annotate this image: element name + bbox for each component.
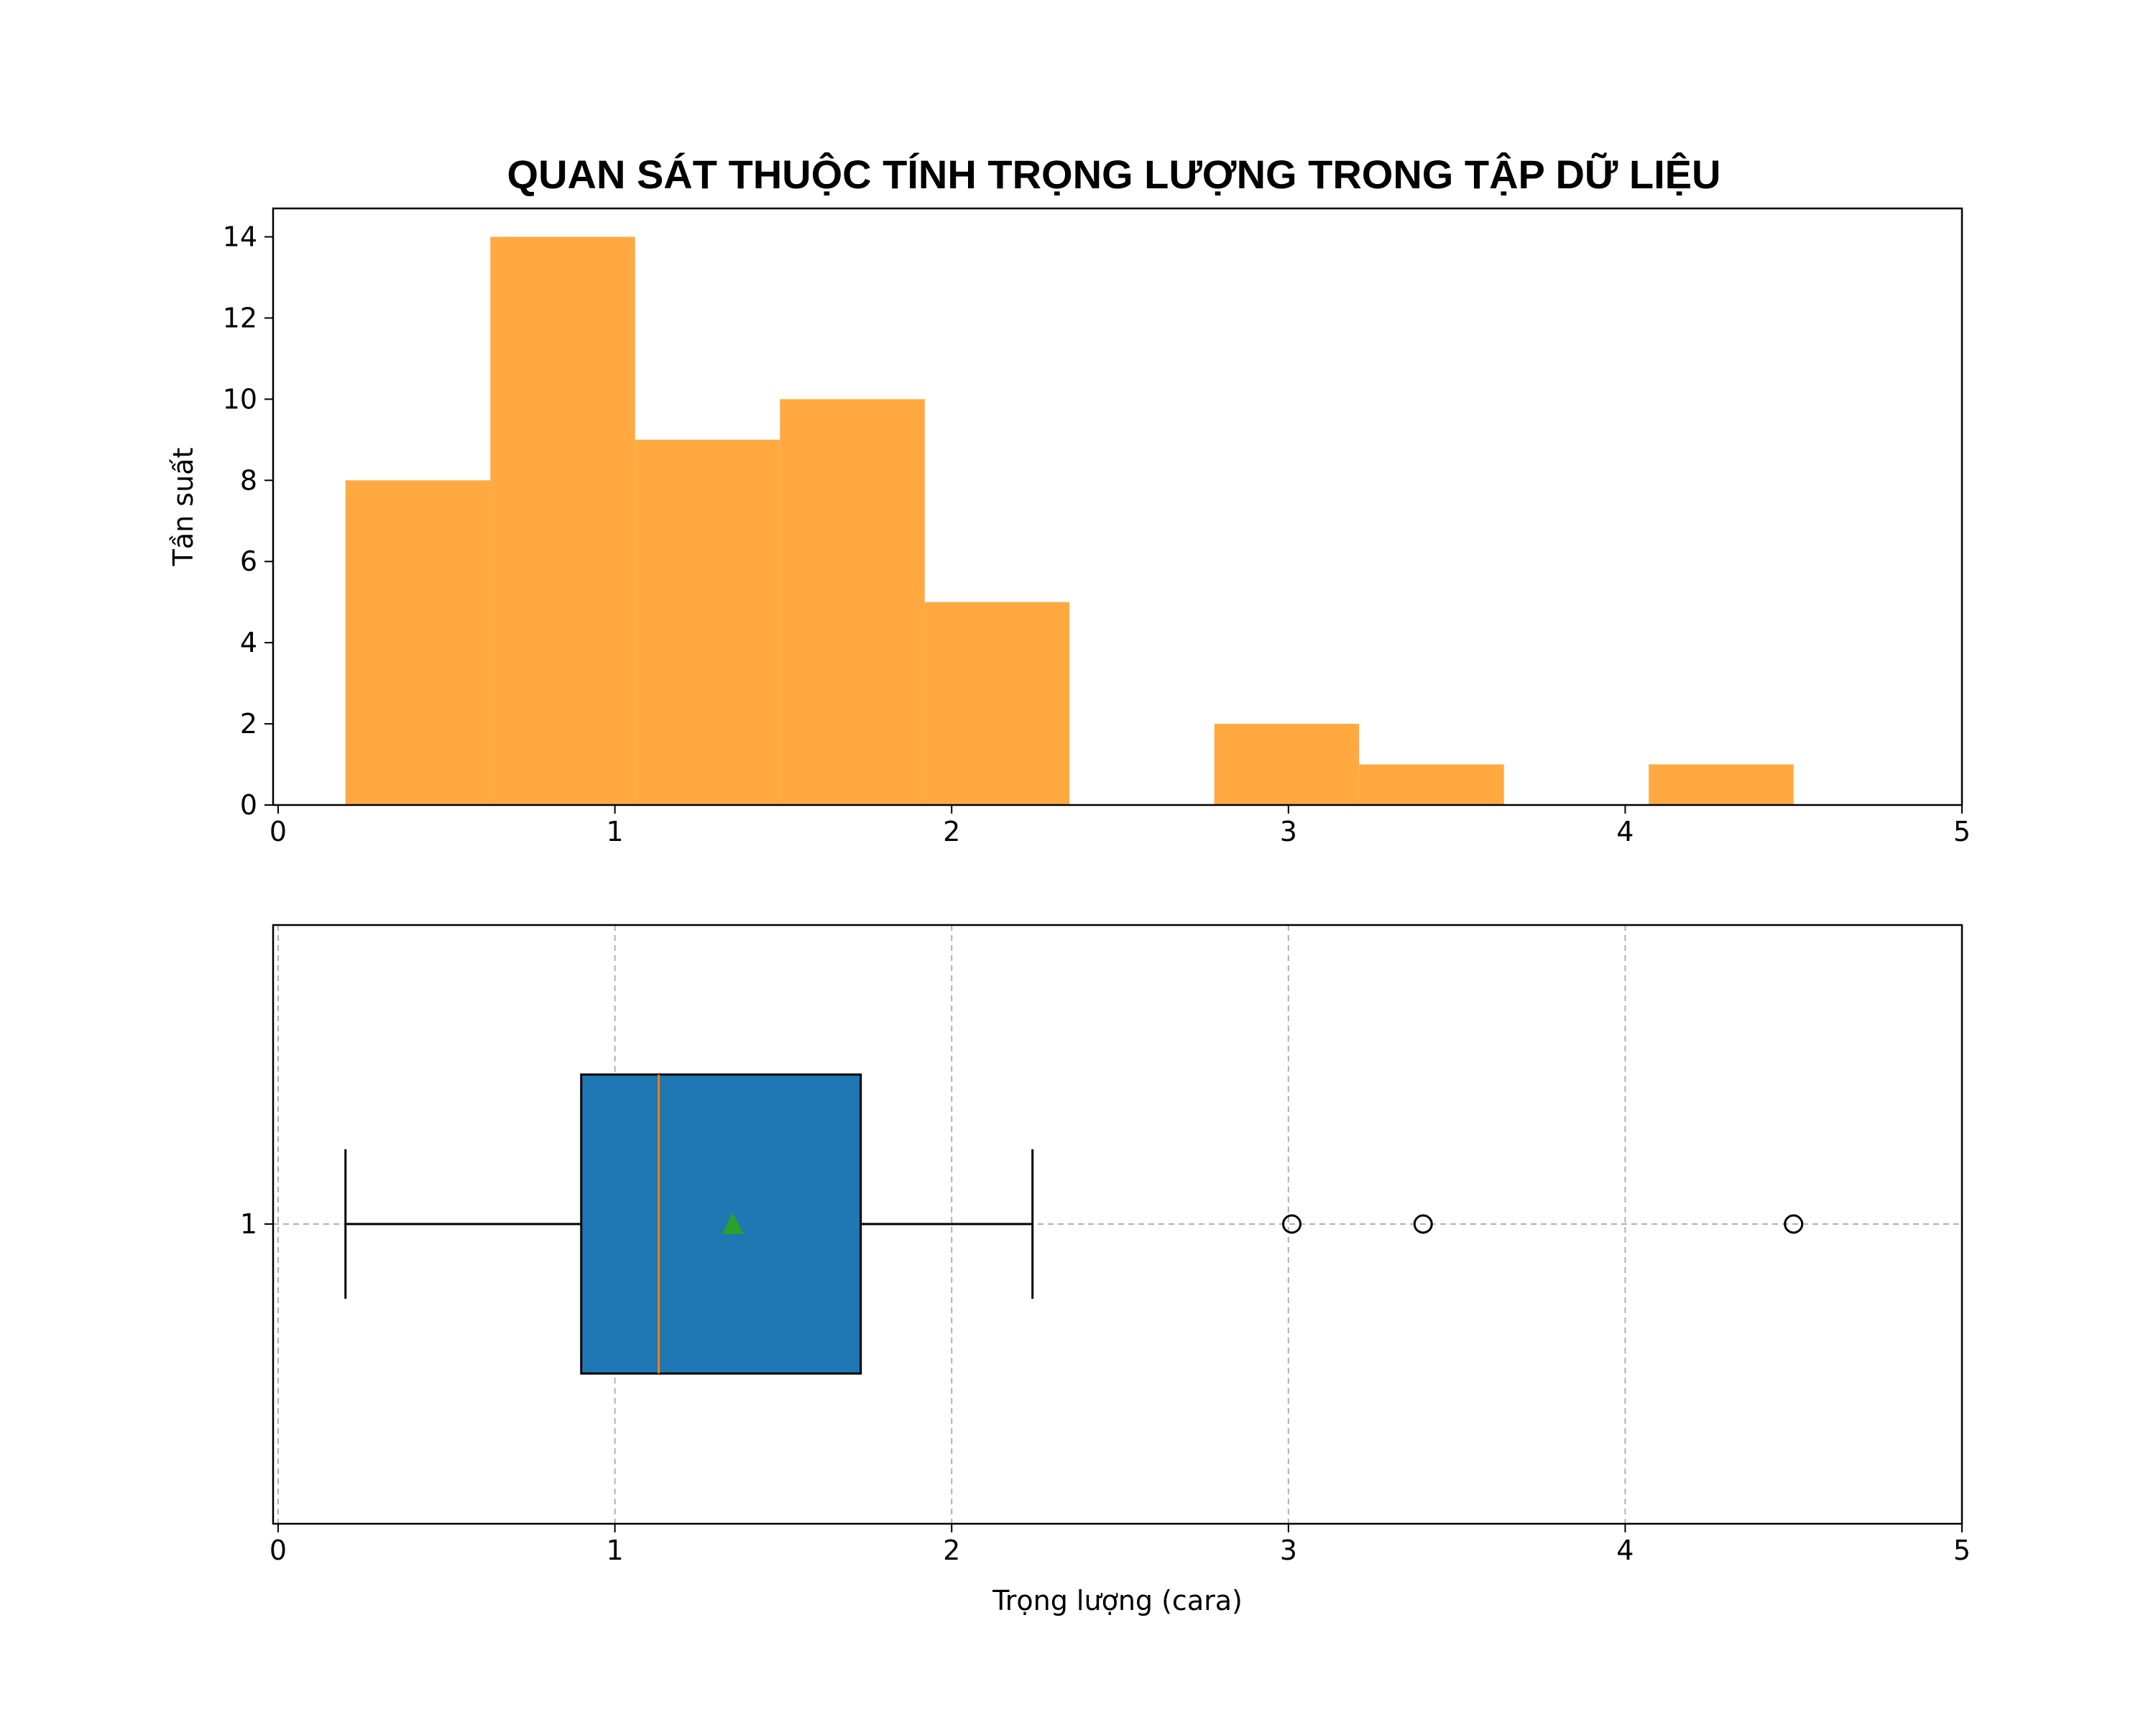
histogram-bar-7 — [1359, 764, 1504, 805]
boxplot-mean-marker — [722, 1213, 744, 1234]
histogram-y-tick-label-0: 0 — [240, 789, 257, 821]
histogram-y-tick-label-2: 4 — [240, 627, 257, 658]
boxplot-y-ticks: 1 — [240, 1208, 273, 1240]
boxplot-x-tick-label-0: 0 — [270, 1535, 287, 1566]
histogram-y-tick-label-3: 6 — [240, 546, 257, 577]
histogram-x-tick-label-4: 4 — [1616, 816, 1634, 847]
histogram-x-tick-label-3: 3 — [1280, 816, 1297, 847]
histogram-bar-9 — [1649, 764, 1794, 805]
chart-title: QUAN SÁT THUỘC TÍNH TRỌNG LƯỢNG TRONG TẬ… — [507, 152, 1721, 197]
histogram-y-tick-label-1: 2 — [240, 708, 257, 740]
boxplot-elements — [344, 1073, 1804, 1375]
boxplot-outlier-0 — [1281, 1214, 1302, 1234]
boxplot-x-tick-label-5: 5 — [1953, 1535, 1971, 1566]
histogram-bar-3 — [780, 399, 925, 805]
boxplot-plot: 0 1 2 3 4 5 1 Trọng lượng (cara) — [240, 924, 1971, 1616]
histogram-frame — [272, 207, 1963, 806]
boxplot-x-tick-label-1: 1 — [607, 1535, 624, 1566]
histogram-x-tick-label-1: 1 — [607, 816, 624, 847]
histogram-y-ticks: 0 2 4 6 8 10 12 14 — [223, 221, 273, 821]
histogram-bar-1 — [490, 236, 635, 805]
histogram-x-ticks: 0 1 2 3 4 5 — [270, 805, 1971, 847]
histogram-y-tick-label-4: 8 — [240, 464, 257, 496]
boxplot-x-tick-label-2: 2 — [943, 1535, 960, 1566]
boxplot-outlier-1 — [1413, 1214, 1433, 1234]
histogram-bar-2 — [635, 439, 780, 805]
histogram-y-tick-label-6: 12 — [223, 302, 257, 334]
histogram-bars — [345, 236, 1794, 805]
boxplot-box — [580, 1073, 862, 1375]
histogram-y-tick-label-5: 10 — [223, 383, 257, 415]
boxplot-x-ticks: 0 1 2 3 4 5 — [270, 1524, 1971, 1566]
histogram-x-tick-label-5: 5 — [1953, 816, 1971, 847]
histogram-bar-6 — [1214, 724, 1360, 805]
histogram-bar-4 — [924, 602, 1070, 805]
histogram-bar-0 — [345, 480, 491, 805]
histogram-y-axis-label: Tần suất — [167, 448, 199, 567]
histogram-y-tick-label-7: 14 — [223, 221, 257, 253]
histogram-x-tick-label-2: 2 — [943, 816, 960, 847]
histogram-x-tick-label-0: 0 — [270, 816, 287, 847]
boxplot-outlier-2 — [1784, 1214, 1804, 1234]
boxplot-y-tick-label-0: 1 — [240, 1208, 257, 1240]
boxplot-x-axis-label: Trọng lượng (cara) — [992, 1585, 1243, 1616]
boxplot-x-tick-label-4: 4 — [1616, 1535, 1634, 1566]
boxplot-x-tick-label-3: 3 — [1280, 1535, 1297, 1566]
